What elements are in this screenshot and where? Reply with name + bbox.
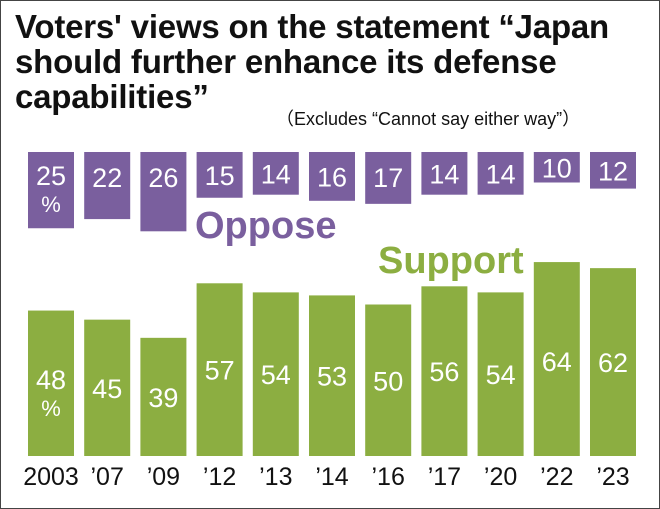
oppose-bar <box>252 152 299 195</box>
year-tick-label: ’12 <box>203 463 236 491</box>
oppose-value-label: 14 <box>429 159 459 189</box>
support-value-label: 50 <box>373 366 403 396</box>
year-tick-label: 2003 <box>23 463 79 491</box>
year-tick-label: ’16 <box>372 463 405 491</box>
oppose-value-label: 25 <box>36 161 66 191</box>
support-value-label: 54 <box>486 360 516 390</box>
oppose-value-label: 26 <box>148 163 178 193</box>
support-value-label: 57 <box>205 356 235 386</box>
oppose-bar <box>421 152 468 195</box>
support-value-label: 48 <box>36 365 66 395</box>
support-value-label: 39 <box>148 383 178 413</box>
support-series-label: Support <box>378 240 524 282</box>
support-value-label: 62 <box>598 348 628 378</box>
oppose-bar <box>28 152 74 229</box>
oppose-bar <box>140 152 187 232</box>
support-value-label: 53 <box>317 362 347 392</box>
oppose-series: 25% 22 26 15 14 16 17 14 14 10 12 <box>28 152 636 232</box>
exclusion-note: （Excludes “Cannot say either way”） <box>276 109 581 129</box>
support-bar <box>590 268 636 456</box>
oppose-value-label: 12 <box>598 156 628 186</box>
oppose-unit-label: % <box>41 192 61 217</box>
oppose-bar <box>309 152 355 201</box>
year-tick-label: ’22 <box>540 463 573 491</box>
support-series: 48% 45 39 57 54 53 50 56 54 64 62 <box>28 262 636 456</box>
year-tick-label: ’17 <box>428 463 461 491</box>
year-tick-label: ’20 <box>484 463 517 491</box>
x-axis-labels: 2003 ’07 ’09 ’12 ’13 ’14 ’16 ’17 ’20 ’22 ’23 <box>23 463 630 491</box>
support-value-label: 45 <box>92 374 122 404</box>
oppose-value-label: 15 <box>205 161 235 191</box>
support-bar <box>84 319 131 456</box>
oppose-bar <box>533 152 580 183</box>
year-tick-label: ’07 <box>91 463 124 491</box>
oppose-value-label: 16 <box>317 162 347 192</box>
year-tick-label: ’23 <box>596 463 629 491</box>
support-bar <box>421 286 468 456</box>
title-line-2: should further enhance its defense <box>15 43 557 80</box>
support-bar <box>309 295 355 456</box>
oppose-bar <box>590 152 636 189</box>
support-value-label: 54 <box>261 360 291 390</box>
oppose-value-label: 14 <box>486 159 516 189</box>
year-tick-label: ’13 <box>259 463 292 491</box>
support-unit-label: % <box>41 396 61 421</box>
chart-title: Voters' views on the statement “Japan sh… <box>15 9 655 114</box>
support-value-label: 64 <box>542 347 572 377</box>
title-line-1: Voters' views on the statement “Japan <box>15 8 610 45</box>
support-bar <box>196 283 243 456</box>
title-line-3: capabilities” <box>15 78 209 115</box>
oppose-value-label: 14 <box>261 159 291 189</box>
support-bar <box>365 304 412 456</box>
year-tick-label: ’09 <box>147 463 180 491</box>
support-bar <box>252 292 299 456</box>
oppose-bar <box>365 152 412 204</box>
oppose-value-label: 22 <box>92 163 122 193</box>
oppose-bar <box>477 152 524 195</box>
year-tick-label: ’14 <box>315 463 348 491</box>
support-bar <box>28 310 74 456</box>
oppose-value-label: 17 <box>373 163 403 193</box>
oppose-series-label: Oppose <box>195 205 336 247</box>
support-bar <box>533 262 580 456</box>
support-bar <box>140 337 187 456</box>
support-value-label: 56 <box>429 357 459 387</box>
oppose-value-label: 10 <box>542 153 572 183</box>
oppose-bar <box>84 152 131 220</box>
oppose-bar <box>196 152 243 198</box>
support-bar <box>477 292 524 456</box>
